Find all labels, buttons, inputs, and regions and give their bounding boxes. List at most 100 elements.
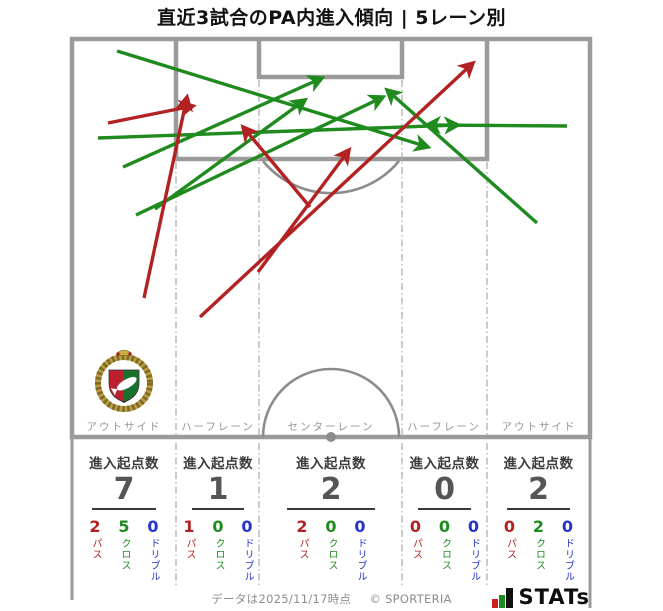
- dribble-count: 0: [147, 516, 159, 536]
- divider-rule: [418, 507, 471, 510]
- metric-row: 1 パス 0 クロス 0 ドリブル: [176, 517, 260, 582]
- dribble-count: 0: [241, 516, 253, 536]
- dribble-metric: 0 ドリブル: [559, 517, 577, 582]
- entry-origin-header: 進入起点数: [409, 456, 480, 472]
- center-circle: [261, 367, 401, 438]
- chart-title: 直近3試合のPA内進入傾向 | 5レーン別: [156, 7, 507, 29]
- divider-rule: [191, 507, 245, 510]
- entry-origin-header: 進入起点数: [503, 456, 574, 472]
- dribble-metric: 0 ドリブル: [351, 517, 369, 582]
- pass-arrow: [256, 147, 352, 274]
- cross-metric: 0 クロス: [209, 517, 227, 582]
- cross-metric: 0 クロス: [322, 517, 340, 582]
- divider-rule: [91, 507, 157, 510]
- cross-arrow: [154, 97, 309, 211]
- pass-label: パス: [504, 537, 516, 560]
- crest-fish: [110, 376, 137, 396]
- lane-stats-half-left: 進入起点数 1 1 パス 0 クロス 0 ドリブル: [176, 441, 260, 591]
- dribble-count: 0: [561, 516, 574, 536]
- pass-count: 2: [296, 516, 308, 536]
- dribble-label: ドリブル: [242, 537, 253, 582]
- cross-count: 0: [438, 516, 451, 536]
- cross-arrow: [423, 115, 568, 135]
- lane-stats-outside-right: 進入起点数 2 0 パス 2 クロス 0 ドリブル: [487, 441, 590, 591]
- lane-stats-half-right: 進入起点数 0 0 パス 0 クロス 0 ドリブル: [402, 441, 487, 591]
- dribble-metric: 0 ドリブル: [144, 517, 162, 582]
- pass-metric: 2 パス: [293, 517, 311, 582]
- dribble-label: ドリブル: [562, 537, 574, 582]
- pass-arrow: [142, 93, 194, 299]
- metric-row: 2 パス 0 クロス 0 ドリブル: [260, 517, 402, 582]
- bar-chart-icon: [491, 588, 513, 608]
- entry-origin-header: 進入起点数: [89, 456, 159, 472]
- cross-count: 0: [325, 516, 337, 536]
- cross-label: クロス: [119, 537, 130, 571]
- pass-label: パス: [90, 537, 101, 560]
- lane-label-half-left: ハーフレーン: [181, 421, 255, 433]
- cross-metric: 5 クロス: [115, 517, 133, 582]
- stats-brand-logo: STATs: [491, 585, 590, 610]
- pass-arrow: [198, 60, 476, 319]
- metric-row: 2 パス 5 クロス 0 ドリブル: [72, 517, 176, 582]
- cross-label: クロス: [326, 537, 337, 571]
- pass-count: 0: [409, 516, 422, 536]
- dribble-count: 0: [354, 516, 366, 536]
- cross-label: クロス: [213, 537, 224, 571]
- lane-stats-outside-left: 進入起点数 7 2 パス 5 クロス 0 ドリブル: [72, 441, 176, 591]
- pass-label: パス: [410, 537, 422, 560]
- dribble-label: ドリブル: [148, 537, 159, 582]
- club-crest: [95, 349, 153, 412]
- pass-count: 0: [503, 516, 516, 536]
- pass-count: 2: [89, 516, 101, 536]
- dribble-label: ドリブル: [468, 537, 480, 582]
- pass-metric: 0 パス: [407, 517, 425, 582]
- pass-arrow: [240, 124, 312, 209]
- entry-origin-count: 7: [113, 472, 135, 507]
- lane-labels: アウトサイド ハーフレーン センターレーン ハーフレーン アウトサイド: [87, 421, 577, 433]
- crest-ribbon: [116, 349, 132, 356]
- dribble-metric: 0 ドリブル: [465, 517, 483, 582]
- pass-label: パス: [297, 537, 308, 560]
- pass-metric: 1 パス: [180, 517, 198, 582]
- crest-shield-left: [109, 370, 124, 402]
- cross-arrow: [135, 94, 387, 217]
- lane-label-half-right: ハーフレーン: [407, 421, 481, 433]
- penalty-area: [173, 39, 490, 162]
- entry-origin-count: 2: [528, 472, 549, 507]
- lane-label-outside-right: アウトサイド: [502, 421, 577, 433]
- stats-logo-text: STATs: [518, 585, 590, 610]
- pass-metric: 2 パス: [86, 517, 104, 582]
- lane-label-center: センターレーン: [288, 421, 375, 433]
- metric-row: 0 パス 0 クロス 0 ドリブル: [402, 517, 487, 582]
- center-spot: [326, 432, 336, 442]
- pass-count: 1: [183, 516, 195, 536]
- cross-label: クロス: [533, 537, 545, 571]
- lane-stats-center: 進入起点数 2 2 パス 0 クロス 0 ドリブル: [260, 441, 402, 591]
- dribble-metric: 0 ドリブル: [238, 517, 256, 582]
- cross-arrow: [97, 116, 462, 140]
- entry-origin-count: 2: [320, 472, 342, 507]
- pass-metric: 0 パス: [501, 517, 519, 582]
- cross-arrow: [384, 87, 539, 225]
- cross-metric: 0 クロス: [436, 517, 454, 582]
- metric-row: 0 パス 2 クロス 0 ドリブル: [487, 517, 590, 582]
- entry-origin-count: 1: [207, 472, 229, 507]
- footer: データは2025/11/17時点 © SPORTERIA: [0, 591, 663, 607]
- cross-count: 5: [118, 516, 130, 536]
- entry-origin-header: 進入起点数: [183, 456, 253, 472]
- lane-label-outside-left: アウトサイド: [87, 421, 162, 433]
- entry-origin-header: 進入起点数: [296, 456, 366, 472]
- cross-count: 0: [212, 516, 224, 536]
- entry-arrows: [97, 49, 568, 319]
- stats-side-borders: [70, 439, 592, 608]
- pass-label: パス: [184, 537, 195, 560]
- cross-metric: 2 クロス: [530, 517, 548, 582]
- cross-arrow: [122, 75, 326, 169]
- divider-rule: [506, 507, 571, 510]
- cross-count: 2: [532, 516, 545, 536]
- data-note: データは2025/11/17時点: [211, 592, 352, 606]
- copyright: © SPORTERIA: [369, 592, 452, 606]
- dribble-count: 0: [467, 516, 480, 536]
